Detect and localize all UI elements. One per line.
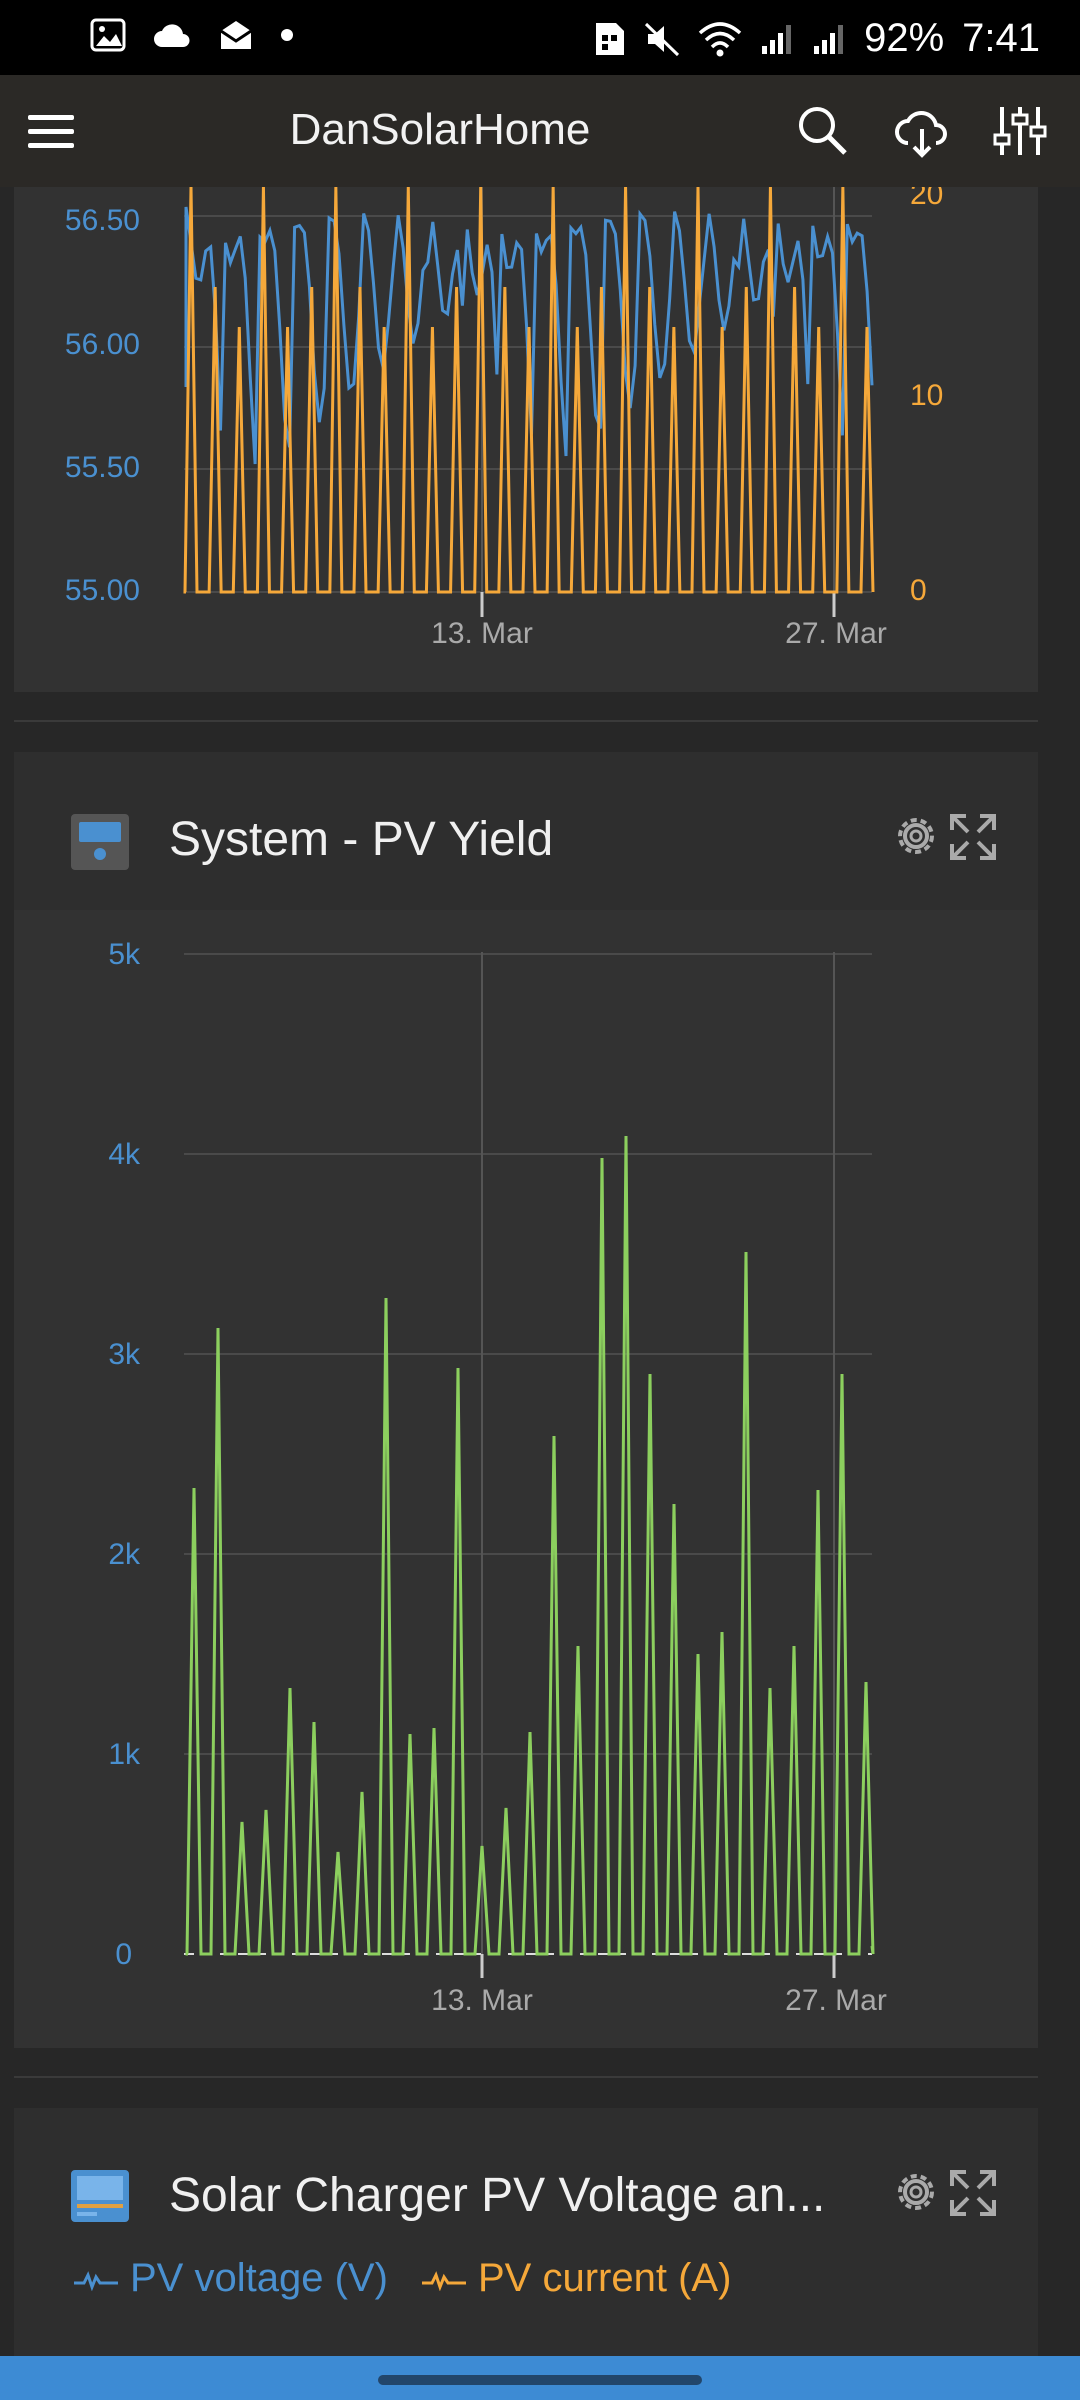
left-axis-tick: 56.00 xyxy=(65,328,140,361)
mute-icon xyxy=(645,22,680,56)
right-axis-tick: 10 xyxy=(910,379,943,412)
pv-current-line xyxy=(183,186,875,594)
line-legend-icon xyxy=(74,2270,118,2291)
legend-pv-voltage[interactable]: PV voltage (V) xyxy=(72,2256,388,2301)
cloud-icon xyxy=(154,24,190,47)
voltage-current-chart: 56.50 56.00 55.50 55.00 20 10 0 13. Mar … xyxy=(65,178,943,650)
y-axis-tick: 1k xyxy=(108,1738,141,1771)
signal-icon-2 xyxy=(814,24,844,54)
sliders-icon[interactable] xyxy=(990,101,1050,161)
right-axis-tick: 0 xyxy=(910,574,927,607)
app-title: DanSolarHome xyxy=(289,105,591,154)
sim-icon xyxy=(596,22,625,55)
wifi-icon xyxy=(698,21,742,56)
divider xyxy=(14,720,1038,722)
line-legend-icon xyxy=(422,2270,466,2291)
clock: 7:41 xyxy=(962,16,1040,60)
y-axis-tick: 5k xyxy=(108,938,141,971)
expand-icon[interactable] xyxy=(948,812,998,862)
solar-charger-card: Solar Charger PV Voltage an... PV voltag… xyxy=(14,2108,1038,2368)
y-axis-tick: 4k xyxy=(108,1138,141,1171)
y-axis-tick: 3k xyxy=(108,1338,141,1371)
left-axis-tick: 56.50 xyxy=(65,204,140,237)
right-axis-tick: 20 xyxy=(910,187,943,211)
expand-icon[interactable] xyxy=(948,2168,998,2218)
gear-icon[interactable] xyxy=(892,812,940,860)
x-axis-tick: 13. Mar xyxy=(431,1984,533,2017)
device-icon xyxy=(71,814,129,870)
cloud-download-icon[interactable] xyxy=(892,101,952,161)
card-title: System - PV Yield xyxy=(169,813,554,866)
pv-yield-chart: 0 1k 2k 3k 4k 5k 13. Mar 27. Mar xyxy=(108,938,887,2017)
x-axis-tick: 27. Mar xyxy=(785,617,887,650)
y-axis-tick: 0 xyxy=(115,1938,132,1971)
pv-voltage-line xyxy=(184,206,874,465)
pv-yield-line xyxy=(185,1135,875,1956)
x-axis-tick: 13. Mar xyxy=(431,617,533,650)
search-icon[interactable] xyxy=(793,101,853,161)
image-icon xyxy=(90,18,126,52)
y-axis-tick: 2k xyxy=(108,1538,141,1571)
solar-charger-icon xyxy=(71,2170,129,2222)
status-bar: 92% 7:41 xyxy=(0,0,1080,75)
legend-label: PV voltage (V) xyxy=(130,2256,388,2300)
x-axis-tick: 27. Mar xyxy=(785,1984,887,2017)
battery-percent: 92% xyxy=(864,16,945,60)
app-bar: DanSolarHome xyxy=(0,75,1080,187)
home-gesture-handle[interactable] xyxy=(378,2375,702,2385)
card-title: Solar Charger PV Voltage an... xyxy=(169,2169,826,2222)
voltage-current-card: 56.50 56.00 55.50 55.00 20 10 0 13. Mar … xyxy=(14,178,1038,692)
pv-yield-card: System - PV Yield 0 1k 2k 3k 4k 5k 13. Mar 27… xyxy=(14,752,1038,2048)
left-axis-tick: 55.00 xyxy=(65,574,140,607)
card-header: Solar Charger PV Voltage an... PV voltag… xyxy=(14,2108,1038,2368)
dot-icon xyxy=(281,29,293,41)
legend-pv-current[interactable]: PV current (A) xyxy=(420,2256,731,2301)
menu-icon[interactable] xyxy=(22,101,82,161)
divider xyxy=(14,2076,1038,2078)
signal-icon xyxy=(762,24,792,54)
gear-icon[interactable] xyxy=(892,2168,940,2216)
left-axis-tick: 55.50 xyxy=(65,451,140,484)
card-header: System - PV Yield xyxy=(14,752,1038,910)
legend-label: PV current (A) xyxy=(478,2256,732,2300)
mail-icon xyxy=(220,21,252,49)
